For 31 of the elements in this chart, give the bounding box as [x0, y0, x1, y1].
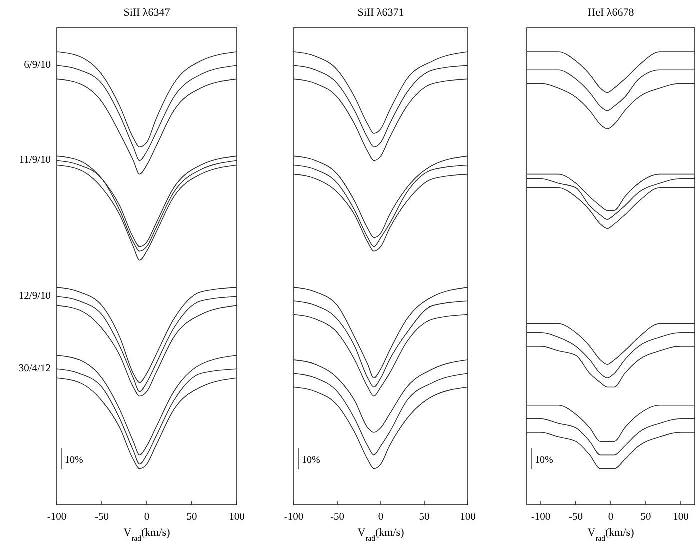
annotation: 10%: [65, 455, 84, 466]
series-label: 11/9/10: [19, 155, 51, 166]
chart-title: SiII λ6371: [358, 7, 404, 19]
x-tick-label: 0: [608, 512, 614, 523]
x-tick-label: 50: [419, 512, 430, 523]
x-tick-label: 100: [460, 512, 476, 523]
series-label: 30/4/12: [18, 364, 51, 375]
x-axis-title: V$_{rad}$(km/s): [358, 527, 405, 541]
x-tick-label: -100: [284, 512, 304, 523]
x-axis-title: V$_{rad}$(km/s): [588, 527, 635, 541]
annotation: 10%: [535, 455, 554, 466]
chart-title: SiII λ6347: [124, 7, 171, 19]
x-tick-label: 100: [229, 512, 245, 523]
series-label: 12/9/10: [18, 291, 51, 302]
x-axis-title: V$_{rad}$(km/s): [124, 527, 171, 541]
series-label: 6/9/10: [24, 60, 51, 71]
x-tick-label: -50: [569, 512, 583, 523]
scale-bar: 10%: [298, 448, 320, 470]
scale-bar: 10%: [532, 448, 554, 470]
chart-title: HeI λ6678: [588, 7, 635, 19]
x-tick-label: -50: [95, 512, 109, 523]
x-tick-label: 0: [378, 512, 384, 523]
annotation: 10%: [302, 455, 320, 466]
x-tick-label: 100: [673, 512, 689, 523]
x-tick-label: -100: [531, 512, 551, 523]
x-tick-label: 50: [640, 512, 652, 523]
x-tick-label: -100: [47, 512, 67, 523]
x-tick-label: -50: [330, 512, 344, 523]
x-tick-label: 50: [186, 512, 198, 523]
x-tick-label: 0: [144, 512, 150, 523]
scale-bar: 10%: [62, 448, 84, 470]
